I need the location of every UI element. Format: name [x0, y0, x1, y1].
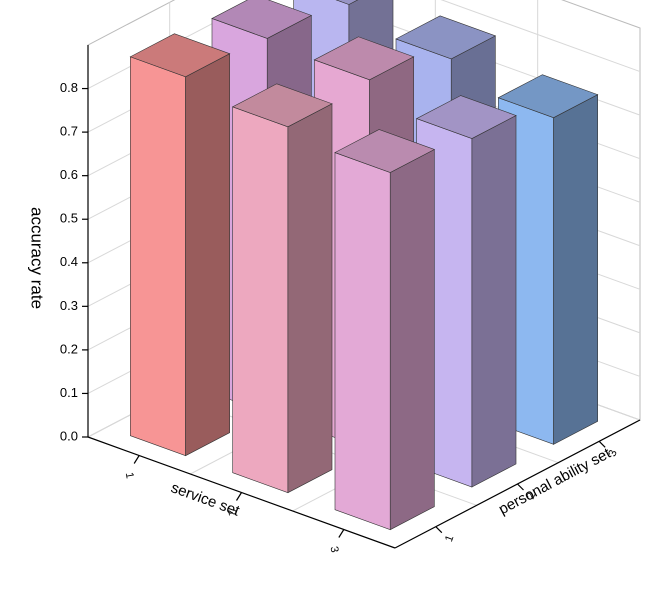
z-tick-label: 0.4 — [60, 254, 78, 269]
x-tick-label: 2 — [225, 508, 238, 516]
z-tick-label: 0.1 — [60, 385, 78, 400]
bar-side — [471, 115, 517, 488]
bar-top — [313, 36, 415, 81]
bar-top — [415, 95, 517, 139]
bar-top — [129, 33, 231, 78]
z-tick-label: 0.6 — [60, 167, 78, 182]
bar-front — [334, 152, 391, 531]
y-tick — [517, 483, 524, 491]
bar-side — [185, 53, 230, 457]
bar-top — [211, 0, 313, 39]
x-tick — [338, 529, 345, 538]
x-tick-label: 1 — [123, 471, 136, 479]
bar-side — [553, 94, 598, 445]
z-axis-title: accuracy rate — [28, 207, 47, 309]
bar-top — [395, 15, 497, 60]
y-tick-label: 3 — [606, 448, 619, 458]
x-tick-label: 3 — [327, 545, 340, 553]
bar-side — [389, 148, 435, 531]
x-tick — [133, 455, 140, 464]
y-tick — [598, 440, 606, 448]
z-tick-label: 0.8 — [60, 80, 78, 95]
bar-top — [335, 0, 359, 5]
y-tick-label: 1 — [443, 534, 456, 544]
bar-front — [232, 106, 289, 494]
x-tick — [235, 492, 243, 501]
y-tick-label: 2 — [525, 491, 538, 501]
z-tick-label: 0.7 — [60, 124, 78, 139]
z-tick-label: 0.5 — [60, 211, 78, 226]
z-tick-label: 0.3 — [60, 298, 78, 313]
bar-top — [231, 83, 333, 128]
bar-front — [130, 56, 186, 457]
z-tick-label: 0.2 — [60, 341, 78, 356]
bar-side — [287, 103, 333, 494]
bar-top — [497, 74, 599, 119]
bar-top — [334, 129, 436, 173]
z-tick-label: 0.0 — [60, 428, 78, 443]
y-tick — [435, 526, 443, 534]
